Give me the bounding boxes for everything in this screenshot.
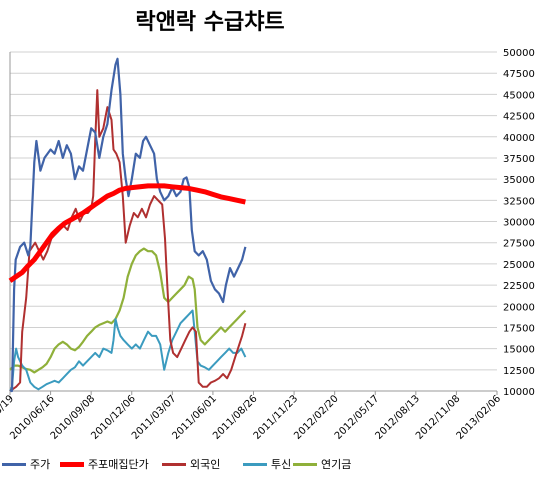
y-tick-label: 27500 [503,239,535,250]
y-tick-label: 42500 [503,112,535,123]
series-line-4 [9,247,247,374]
series-line-1 [8,183,246,283]
legend-item-stock-price: 주가 [2,456,50,472]
y-tick-label: 10000 [503,387,535,398]
legend-item-investment-trust: 투신 [243,456,291,472]
legend-swatch [293,462,317,466]
legend-item-pension-fund: 연기금 [293,456,351,472]
y-tick-label: 40000 [503,133,535,144]
legend-label: 투신 [271,458,292,471]
y-tick-label: 35000 [503,175,535,186]
legend-label: 연기금 [321,458,352,471]
y-tick-label: 45000 [503,90,535,101]
legend-item-foreigner: 외국인 [162,456,220,472]
legend-label: 주포매집단가 [88,458,149,471]
series-line-3 [9,309,247,392]
y-tick-label: 12500 [503,366,535,377]
series-line-0 [10,57,247,393]
legend-label: 외국인 [190,458,221,471]
chart-title: 락앤락 수급챠트 [135,10,285,35]
y-tick-label: 22500 [503,281,535,292]
legend-swatch [243,462,267,466]
y-tick-label: 30000 [503,218,535,229]
legend-swatch [2,462,26,466]
y-tick-label: 25000 [503,260,535,271]
legend-swatch [60,461,84,467]
y-tick-label: 50000 [503,48,535,59]
x-axis-ticks: 2010/03/192010/06/162010/09/082010/12/06… [0,391,503,442]
y-tick-label: 32500 [503,196,535,207]
legend-swatch [162,462,186,466]
y-tick-label: 17500 [503,323,535,334]
series-lines [8,57,247,393]
y-tick-label: 37500 [503,154,535,165]
y-tick-label: 47500 [503,69,535,80]
legend: 주가 주포매집단가 외국인 투신 연기금 [0,456,540,476]
y-axis-ticks: 10000 12500 15000 17500 20000 22500 25000 27500… [503,48,535,398]
y-tick-label: 20000 [503,302,535,313]
legend-label: 주가 [30,458,51,471]
legend-item-accumulation-cost: 주포매집단가 [60,456,149,472]
y-tick-label: 15000 [503,345,535,356]
